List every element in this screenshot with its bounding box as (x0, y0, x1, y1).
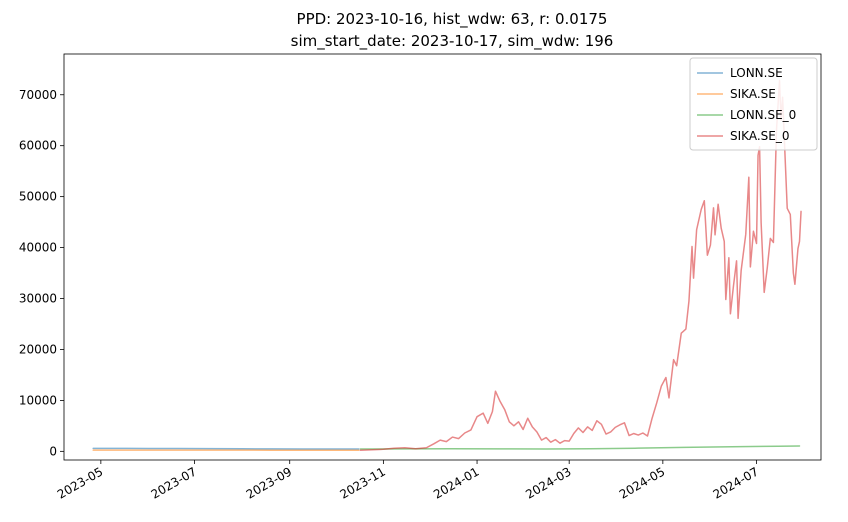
series-line-lonn-se-0 (359, 445, 801, 450)
series-line-lonn-se (92, 447, 360, 450)
y-tick-label: 10000 (19, 393, 57, 407)
chart-subtitle: sim_start_date: 2023-10-17, sim_wdw: 196 (291, 32, 614, 51)
y-tick-label: 60000 (19, 139, 57, 153)
legend-label: LONN.SE (730, 66, 783, 80)
legend-label: SIKA.SE (730, 87, 776, 101)
y-tick-label: 70000 (19, 88, 57, 102)
axes-frame (63, 53, 822, 461)
y-tick-label: 0 (49, 444, 57, 458)
y-tick-label: 50000 (19, 190, 57, 204)
legend-box (689, 57, 818, 151)
chart-title: PPD: 2023-10-16, hist_wdw: 63, r: 0.0175 (297, 10, 608, 29)
legend: LONN.SE SIKA.SE LONN.SE_0 SIKA.SE_0 (689, 57, 818, 151)
y-tick-label: 20000 (19, 342, 57, 356)
legend-label: SIKA.SE_0 (730, 129, 789, 143)
legend-label: LONN.SE_0 (730, 108, 796, 122)
y-tick-label: 40000 (19, 241, 57, 255)
y-tick-label: 30000 (19, 292, 57, 306)
